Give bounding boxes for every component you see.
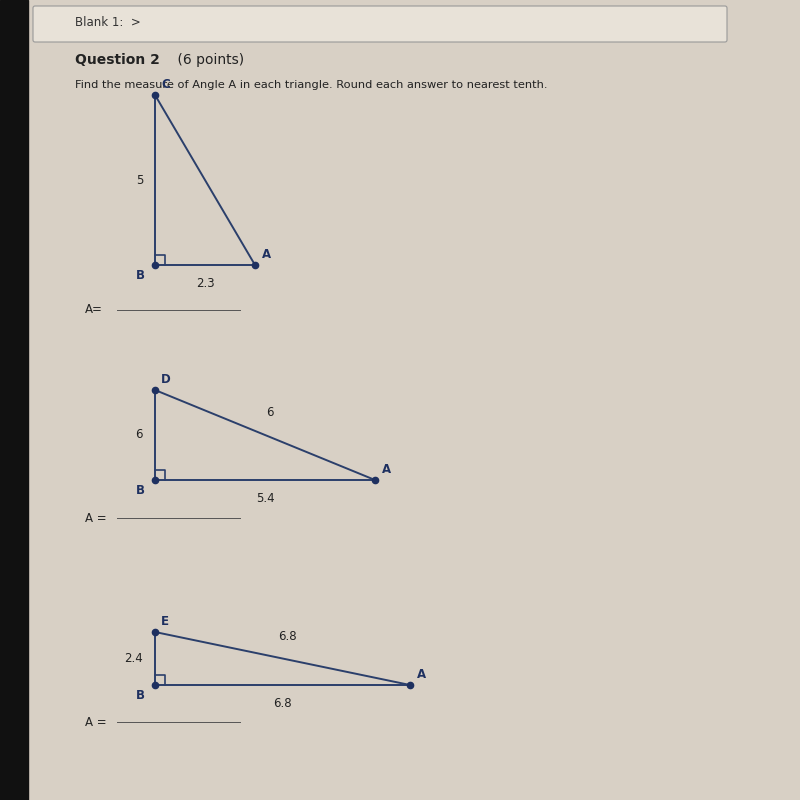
Text: A: A [417, 668, 426, 681]
Text: 6: 6 [266, 406, 274, 419]
Bar [0, 0, 28, 800]
Text: C: C [161, 78, 170, 91]
Text: B: B [136, 689, 145, 702]
Text: Blank 1:  >: Blank 1: > [75, 17, 141, 30]
Text: 5.4: 5.4 [256, 492, 274, 505]
Text: 2.4: 2.4 [124, 652, 143, 665]
Text: (6 points): (6 points) [173, 53, 244, 67]
Text: 6.8: 6.8 [278, 630, 297, 642]
Text: D: D [161, 373, 170, 386]
Text: Find the measure of Angle A in each triangle. Round each answer to nearest tenth: Find the measure of Angle A in each tria… [75, 80, 547, 90]
Text: 2.3: 2.3 [196, 277, 214, 290]
Text: 6: 6 [135, 429, 143, 442]
Text: Question 2: Question 2 [75, 53, 160, 67]
Text: 5: 5 [136, 174, 143, 186]
Text: 6.8: 6.8 [273, 697, 292, 710]
FancyBboxPatch shape [33, 6, 727, 42]
Text: B: B [136, 269, 145, 282]
Text: A: A [382, 463, 391, 476]
Text: B: B [136, 484, 145, 497]
Text: A: A [262, 248, 271, 261]
Text: A =: A = [85, 511, 106, 525]
Text: A=: A= [85, 303, 103, 317]
Text: E: E [161, 615, 169, 628]
Text: A =: A = [85, 715, 106, 729]
